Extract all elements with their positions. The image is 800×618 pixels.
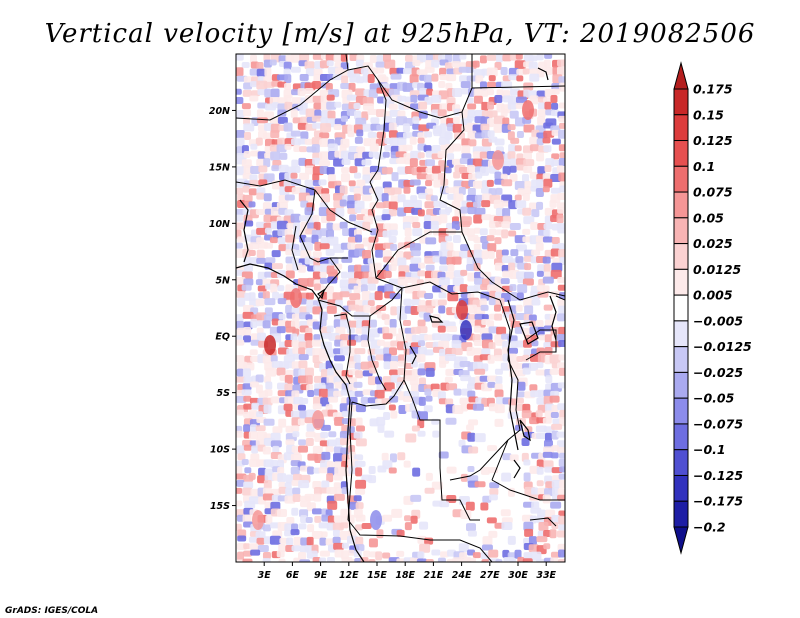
colorbar-label: 0.05: [693, 210, 724, 225]
colorbar-label: −0.025: [693, 365, 743, 380]
x-tick-label: 9E: [314, 570, 328, 581]
map-panel: [236, 54, 565, 562]
chart-title: Vertical velocity [m/s] at 925hPa, VT: 2…: [45, 19, 756, 49]
x-tick-label: 24E: [452, 570, 472, 581]
y-tick-label: 5S: [217, 388, 231, 399]
y-axis: 20N 15N 10N 5N EQ 5S 10S 15S: [209, 106, 236, 512]
x-tick-label: 30E: [508, 570, 528, 581]
colorbar-label: 0.175: [693, 82, 733, 97]
velocity-field: [236, 54, 565, 562]
x-tick-label: 12E: [339, 570, 359, 581]
colorbar-band: [673, 346, 689, 373]
colorbar-band: [673, 294, 689, 322]
colorbar-band: [673, 88, 689, 116]
colorbar-band: [673, 500, 689, 528]
colorbar-top-arrow: [673, 61, 689, 90]
colorbar-label: 0.125: [693, 133, 733, 148]
credit-label: GrADS: IGES/COLA: [5, 606, 98, 616]
colorbar-bottom-arrow: [673, 526, 689, 555]
country-borders: [236, 54, 565, 562]
x-tick-label: 27E: [480, 570, 500, 581]
colorbar-label: 0.005: [693, 288, 733, 303]
colorbar-band: [673, 423, 689, 451]
y-tick-label: 15S: [210, 501, 230, 512]
colorbar-label: 0.0125: [693, 262, 742, 277]
y-tick-label: 20N: [209, 106, 230, 117]
colorbar-band: [673, 217, 689, 245]
colorbar-band: [673, 243, 689, 270]
colorbar-label: −0.2: [693, 520, 726, 535]
y-tick-label: 15N: [209, 162, 230, 173]
colorbar-band: [673, 114, 689, 142]
colorbar-band: [673, 371, 689, 399]
colorbar-label: 0.075: [693, 185, 733, 200]
colorbar-label: 0.025: [693, 236, 733, 251]
y-tick-label: 10N: [209, 219, 230, 230]
x-tick-label: 18E: [395, 570, 415, 581]
y-tick-label: EQ: [215, 332, 230, 343]
x-tick-label: 33E: [536, 570, 556, 581]
colorbar-label: −0.05: [693, 391, 735, 406]
x-tick-label: 21E: [424, 570, 444, 581]
colorbar-band: [673, 397, 689, 425]
colorbar-band: [673, 140, 689, 167]
colorbar-label: −0.175: [693, 494, 743, 509]
x-tick-label: 6E: [286, 570, 300, 581]
colorbar-band: [673, 449, 689, 476]
colorbar-label: −0.125: [693, 468, 743, 483]
y-tick-label: 10S: [210, 445, 230, 456]
y-tick-label: 5N: [215, 275, 230, 286]
colorbar-label: −0.075: [693, 416, 743, 431]
colorbar-band: [673, 165, 689, 193]
x-axis: 3E 6E 9E 12E 15E 18E 21E 24E 27E 30E 33E: [258, 562, 557, 581]
colorbar-label: 0.15: [693, 107, 724, 122]
colorbar-band: [673, 268, 689, 296]
colorbar-label: −0.1: [693, 442, 726, 457]
colorbar-band: [673, 191, 689, 219]
colorbar-band: [673, 320, 689, 348]
x-tick-label: 15E: [367, 570, 387, 581]
colorbar-label: 0.1: [693, 159, 715, 174]
map-frame: [235, 53, 566, 563]
colorbar-band: [673, 474, 689, 502]
colorbar-label: −0.0125: [693, 339, 752, 354]
x-tick-label: 3E: [258, 570, 272, 581]
coastlines: [236, 67, 557, 562]
colorbar-label: −0.005: [693, 313, 743, 328]
colorbar: 0.175 0.15 0.125 0.1 0.075 0.05 0.025 0.0125 0.0…: [673, 61, 752, 555]
